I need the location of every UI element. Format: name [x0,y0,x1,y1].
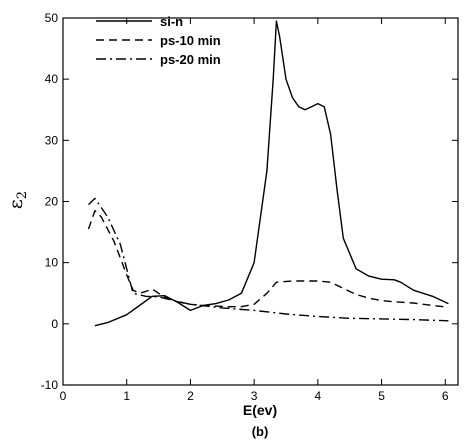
x-tick-label: 3 [251,389,258,403]
y-tick-label: 50 [45,11,59,25]
y-tick-label: -10 [41,378,59,392]
y-axis-label: ε2 [5,191,30,209]
x-axis-label: E(ev) [243,402,277,418]
y-tick-label: 40 [45,72,59,86]
y-axis-label-main: ε [5,199,27,209]
x-tick-label: 2 [187,389,194,403]
series-group [87,20,449,327]
x-tick-label: 4 [314,389,321,403]
y-tick-label: 20 [45,195,59,209]
y-tick-label: 10 [45,256,59,270]
y-tick-label: 0 [51,317,58,331]
x-tick-label: 0 [60,389,67,403]
y-axis-label-subscript: 2 [15,191,30,199]
plot-frame [62,17,459,386]
x-tick-label: 5 [378,389,385,403]
y-tick-label: 30 [45,133,59,147]
series-line-ps-10-min [87,209,449,308]
legend-label: ps-20 min [160,52,221,67]
figure-caption: (b) [252,424,269,439]
x-tick-label: 1 [123,389,130,403]
legend-label: ps-10 min [160,33,221,48]
series-line-si-n [94,20,449,327]
series-line-ps-20-min [88,197,449,322]
legend-label: si-n [160,14,183,29]
x-tick-label: 6 [442,389,449,403]
plot-area [62,17,459,386]
legend: si-n ps-10 min ps-20 min [96,14,221,67]
